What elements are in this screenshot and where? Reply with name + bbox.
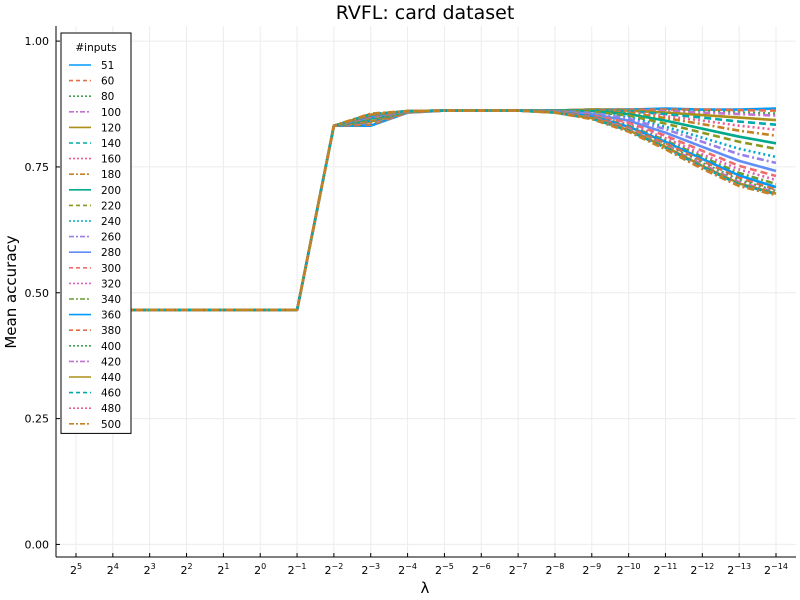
x-tick-label: 2−1 bbox=[288, 562, 307, 577]
legend-label-140: 140 bbox=[101, 138, 121, 150]
legend-label-51: 51 bbox=[101, 60, 114, 72]
x-tick-label: 2−14 bbox=[764, 562, 788, 577]
legend-label-400: 400 bbox=[101, 341, 121, 353]
x-tick-label: 23 bbox=[144, 562, 156, 577]
x-tick-label: 22 bbox=[180, 562, 192, 577]
y-tick-label: 0.25 bbox=[25, 413, 50, 426]
x-tick-label: 2−3 bbox=[361, 562, 380, 577]
x-tick-label: 2−2 bbox=[324, 562, 343, 577]
legend-label-60: 60 bbox=[101, 76, 114, 88]
y-tick-label: 1.00 bbox=[25, 35, 50, 48]
x-tick-label: 2−4 bbox=[398, 562, 417, 577]
legend-label-480: 480 bbox=[101, 403, 121, 415]
chart-title: RVFL: card dataset bbox=[336, 2, 515, 24]
legend-label-300: 300 bbox=[101, 263, 121, 275]
x-tick-label: 2−8 bbox=[546, 562, 565, 577]
legend-label-220: 220 bbox=[101, 200, 121, 212]
legend-label-500: 500 bbox=[101, 419, 121, 431]
legend-label-320: 320 bbox=[101, 278, 121, 290]
y-axis-ticks: 0.00 0.25 0.50 0.75 1.00 bbox=[25, 35, 60, 551]
x-tick-label: 2−13 bbox=[727, 562, 751, 577]
x-tick-label: 2−10 bbox=[617, 562, 641, 577]
legend-label-420: 420 bbox=[101, 356, 121, 368]
series-layer bbox=[76, 107, 777, 312]
x-tick-label: 2−7 bbox=[509, 562, 528, 577]
legend-label-440: 440 bbox=[101, 372, 121, 384]
legend-label-460: 460 bbox=[101, 388, 121, 400]
legend-label-260: 260 bbox=[101, 232, 121, 244]
legend-label-360: 360 bbox=[101, 310, 121, 322]
axes bbox=[55, 26, 796, 558]
x-tick-label: 21 bbox=[217, 562, 229, 577]
legend-label-200: 200 bbox=[101, 185, 121, 197]
x-tick-label: 2−9 bbox=[582, 562, 601, 577]
x-tick-label: 25 bbox=[70, 562, 82, 577]
x-tick-label: 2−6 bbox=[472, 562, 491, 577]
legend-box bbox=[60, 32, 132, 434]
y-axis-title: Mean accuracy bbox=[2, 235, 20, 348]
legend-label-120: 120 bbox=[101, 122, 121, 134]
y-tick-label: 0.00 bbox=[25, 538, 50, 551]
x-axis-ticks: 25 24 23 22 21 20 2−1 2−2 2−3 2−4 2−5 2−6 2−7 2−8 2−9 2… bbox=[70, 553, 788, 577]
series-line-500 bbox=[76, 109, 777, 312]
legend-label-80: 80 bbox=[101, 91, 114, 103]
legend-label-280: 280 bbox=[101, 247, 121, 259]
legend-label-100: 100 bbox=[101, 107, 121, 119]
legend-label-180: 180 bbox=[101, 169, 121, 181]
x-tick-label: 2−5 bbox=[435, 562, 454, 577]
x-tick-label: 24 bbox=[107, 562, 119, 577]
legend-label-380: 380 bbox=[101, 325, 121, 337]
x-tick-label: 20 bbox=[254, 562, 266, 577]
legend-label-240: 240 bbox=[101, 216, 121, 228]
x-axis-title: λ bbox=[421, 579, 430, 597]
x-tick-label: 2−12 bbox=[690, 562, 714, 577]
x-tick-label: 2−11 bbox=[654, 562, 678, 577]
legend-title: #inputs bbox=[75, 42, 116, 54]
y-tick-label: 0.75 bbox=[25, 161, 50, 174]
legend-label-160: 160 bbox=[101, 154, 121, 166]
legend-label-340: 340 bbox=[101, 294, 121, 306]
legend: #inputs 51 60 80 100 120 140 160 180 200 220 240 260… bbox=[60, 32, 132, 434]
y-tick-label: 0.50 bbox=[25, 287, 50, 300]
